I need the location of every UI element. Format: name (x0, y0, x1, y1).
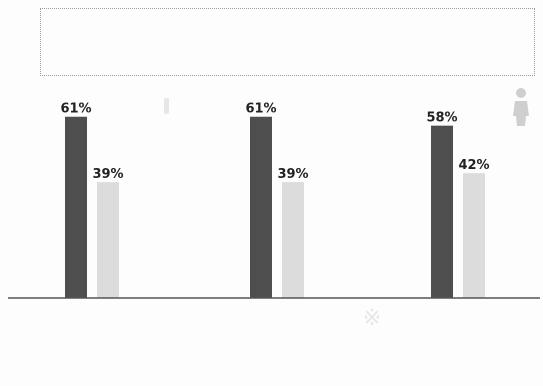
person-icon (513, 88, 529, 126)
data-label-s2-c1: 39% (92, 167, 123, 182)
data-label-s1-c1: 61% (60, 102, 91, 117)
labels-layer: 61% 39% 61% 39% 58% 42% (60, 102, 489, 182)
bar-s1-c1 (65, 116, 87, 298)
data-label-s2-c2: 39% (277, 167, 308, 182)
data-label-s1-c2: 61% (245, 102, 276, 117)
bar-s1-c3 (431, 125, 453, 299)
bar-s2-c1 (97, 182, 119, 298)
bar-s1-c2 (250, 116, 272, 298)
faint-mark-glyph: ※ (363, 306, 381, 331)
faint-mark (164, 98, 169, 114)
person-icon-head (516, 88, 526, 98)
decoration-marks: ※ (164, 98, 381, 331)
bar-s2-c2 (282, 182, 304, 298)
data-label-s1-c3: 58% (426, 111, 457, 126)
bars-layer (65, 116, 485, 299)
data-label-s2-c3: 42% (458, 158, 489, 173)
bar-s2-c3 (463, 173, 485, 298)
chart-title-box (40, 8, 535, 76)
person-icon-body (513, 101, 529, 126)
